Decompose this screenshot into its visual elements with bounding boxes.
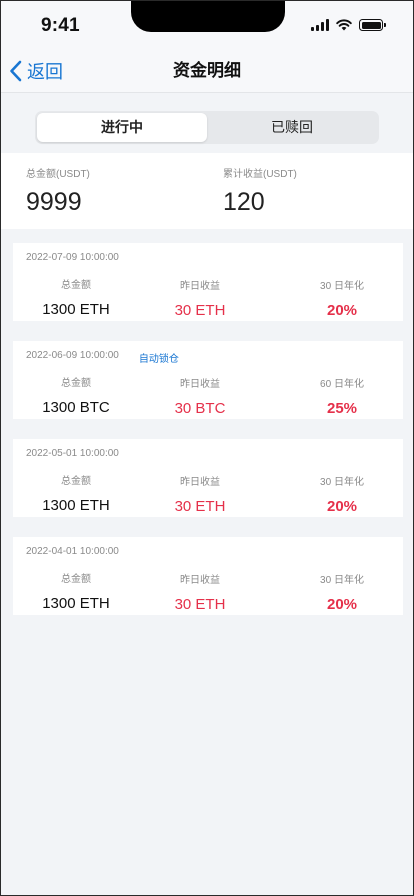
record-yesterday-cell: 昨日收益 30 ETH	[147, 277, 253, 319]
record-yesterday-cell: 昨日收益 30 ETH	[147, 571, 253, 613]
record-total-value: 1300 ETH	[42, 301, 110, 318]
wifi-icon	[336, 19, 352, 31]
record-rate-cell: 30 日年化 20%	[290, 571, 394, 613]
record-total-label: 总金额	[61, 574, 91, 585]
record-rate-label: 30 日年化	[320, 477, 364, 488]
record-total-cell: 总金额 1300 ETH	[23, 570, 129, 612]
chevron-left-icon	[10, 60, 22, 82]
record-header: 2022-07-09 10:00:00	[26, 252, 119, 263]
funds-summary: 总金额(USDT) 9999 累计收益(USDT) 120	[1, 153, 413, 229]
status-segmented-control: 进行中 已赎回	[35, 111, 379, 144]
record-total-label: 总金额	[61, 476, 91, 487]
record-total-value: 1300 ETH	[42, 497, 110, 514]
cumulative-earnings-value: 120	[223, 188, 265, 216]
back-button[interactable]: 返回	[9, 49, 63, 93]
record-header: 2022-06-09 10:00:00 自动锁仓	[26, 350, 179, 365]
record-yesterday-value: 30 ETH	[174, 302, 226, 319]
record-date: 2022-05-01 10:00:00	[26, 448, 119, 459]
record-total-cell: 总金额 1300 ETH	[23, 276, 129, 318]
record-total-cell: 总金额 1300 BTC	[23, 374, 129, 416]
auto-lock-tag: 自动锁仓	[138, 354, 179, 365]
record-rate-cell: 30 日年化 20%	[290, 473, 394, 515]
record-rate-label: 60 日年化	[320, 379, 364, 390]
record-rate-label: 30 日年化	[320, 281, 364, 292]
record-yesterday-cell: 昨日收益 30 BTC	[147, 375, 253, 417]
record-yesterday-value: 30 ETH	[174, 596, 226, 613]
record-yesterday-value: 30 BTC	[174, 400, 226, 417]
status-time: 9:41	[41, 15, 80, 36]
record-date: 2022-07-09 10:00:00	[26, 252, 119, 263]
cumulative-earnings-label: 累计收益(USDT)	[223, 169, 297, 180]
record-yesterday-label: 昨日收益	[180, 575, 220, 586]
tab-redeemed[interactable]: 已赎回	[271, 119, 313, 135]
record-total-label: 总金额	[61, 280, 91, 291]
back-label: 返回	[27, 62, 63, 82]
battery-icon	[359, 19, 386, 31]
record-header: 2022-05-01 10:00:00	[26, 448, 119, 459]
record-rate-cell: 60 日年化 25%	[290, 375, 394, 417]
navigation-bar: 返回 资金明细	[1, 49, 413, 93]
total-amount-summary: 总金额(USDT) 9999	[26, 165, 90, 217]
record-rate-cell: 30 日年化 20%	[290, 277, 394, 319]
record-rate-value: 20%	[326, 498, 358, 515]
record-rate-value: 20%	[326, 596, 358, 613]
record-rate-value: 20%	[326, 302, 358, 319]
record-yesterday-label: 昨日收益	[180, 281, 220, 292]
record-total-cell: 总金额 1300 ETH	[23, 472, 129, 514]
record-card[interactable]: 2022-05-01 10:00:00 总金额 1300 ETH 昨日收益 30…	[13, 439, 403, 517]
record-card[interactable]: 2022-07-09 10:00:00 总金额 1300 ETH 昨日收益 30…	[13, 243, 403, 321]
record-total-value: 1300 BTC	[42, 399, 110, 416]
record-total-value: 1300 ETH	[42, 595, 110, 612]
status-bar: 9:41	[1, 1, 413, 49]
record-card[interactable]: 2022-04-01 10:00:00 总金额 1300 ETH 昨日收益 30…	[13, 537, 403, 615]
record-yesterday-cell: 昨日收益 30 ETH	[147, 473, 253, 515]
record-total-label: 总金额	[61, 378, 91, 389]
record-card[interactable]: 2022-06-09 10:00:00 自动锁仓 总金额 1300 BTC 昨日…	[13, 341, 403, 419]
record-header: 2022-04-01 10:00:00	[26, 546, 119, 557]
record-yesterday-value: 30 ETH	[174, 498, 226, 515]
status-icons	[311, 18, 386, 32]
cumulative-earnings-summary: 累计收益(USDT) 120	[223, 165, 297, 217]
record-date: 2022-06-09 10:00:00	[26, 350, 119, 361]
record-rate-value: 25%	[326, 400, 358, 417]
total-amount-value: 9999	[26, 188, 82, 216]
record-yesterday-label: 昨日收益	[180, 477, 220, 488]
cellular-signal-icon	[311, 19, 329, 31]
tab-in-progress[interactable]: 进行中	[37, 113, 207, 142]
record-yesterday-label: 昨日收益	[180, 379, 220, 390]
record-rate-label: 30 日年化	[320, 575, 364, 586]
device-notch	[131, 1, 285, 32]
total-amount-label: 总金额(USDT)	[26, 169, 90, 180]
record-date: 2022-04-01 10:00:00	[26, 546, 119, 557]
